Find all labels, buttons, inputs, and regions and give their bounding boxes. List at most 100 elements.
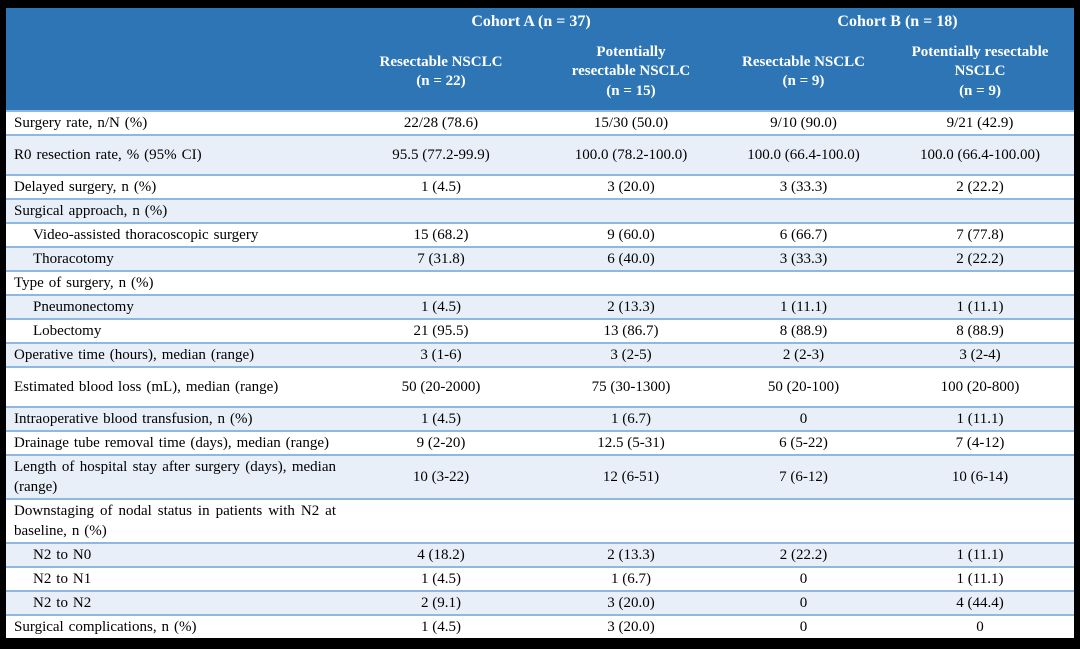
cell-value: [721, 198, 886, 223]
row-label: R0 resection rate, % (95% CI): [6, 134, 341, 175]
cell-value: 2 (9.1): [341, 590, 541, 615]
table-row: Pneumonectomy 1 (4.5) 2 (13.3) 1 (11.1) 1 (1…: [6, 294, 1075, 319]
row-label: Surgery rate, n/N (%): [6, 110, 341, 135]
cell-value: 7 (4-12): [886, 430, 1075, 455]
cell-value: [541, 270, 721, 295]
cell-value: 4 (44.4): [886, 590, 1075, 615]
cell-value: 1 (11.1): [721, 294, 886, 319]
cell-value: [341, 498, 541, 543]
cell-value: 0: [886, 614, 1075, 638]
cell-value: 0: [721, 406, 886, 431]
table-row: Lobectomy 21 (95.5) 13 (86.7) 8 (88.9) 8 (88…: [6, 318, 1075, 343]
cell-value: 3 (2-5): [541, 342, 721, 367]
table-body: Surgery rate, n/N (%) 22/28 (78.6) 15/30 (…: [6, 110, 1075, 638]
table-row: Length of hospital stay after surgery (d…: [6, 454, 1075, 499]
subcolumn-resectable-a: Resectable NSCLC (n = 22): [341, 34, 541, 111]
section-row-label: Downstaging of nodal status in patients …: [6, 498, 341, 543]
row-label: N2 to N0: [6, 542, 341, 567]
table-row: Video-assisted thoracoscopic surgery 15 (…: [6, 222, 1075, 247]
cell-value: 100 (20-800): [886, 366, 1075, 407]
row-label: Drainage tube removal time (days), media…: [6, 430, 341, 455]
row-label: Lobectomy: [6, 318, 341, 343]
cell-value: [886, 498, 1075, 543]
cell-value: 4 (18.2): [341, 542, 541, 567]
subcolumn-header-row: Resectable NSCLC (n = 22) Potentially re…: [6, 34, 1075, 111]
cell-value: 1 (4.5): [341, 614, 541, 638]
cohort-b-header: Cohort B (n = 18): [721, 8, 1075, 34]
cell-value: 9 (60.0): [541, 222, 721, 247]
cell-value: 3 (20.0): [541, 590, 721, 615]
section-row: Downstaging of nodal status in patients …: [6, 498, 1075, 543]
cell-value: 9/21 (42.9): [886, 110, 1075, 135]
table-row: N2 to N2 2 (9.1) 3 (20.0) 0 4 (44.4): [6, 590, 1075, 615]
cell-value: 10 (6-14): [886, 454, 1075, 499]
row-label: N2 to N2: [6, 590, 341, 615]
row-label: Intraoperative blood transfusion, n (%): [6, 406, 341, 431]
cell-value: [721, 270, 886, 295]
section-row: Type of surgery, n (%): [6, 270, 1075, 295]
cell-value: 1 (11.1): [886, 566, 1075, 591]
row-label: Delayed surgery, n (%): [6, 174, 341, 199]
cell-value: [541, 498, 721, 543]
cell-value: 2 (2-3): [721, 342, 886, 367]
cell-value: 2 (22.2): [721, 542, 886, 567]
table-row: R0 resection rate, % (95% CI) 95.5 (77.2-…: [6, 134, 1075, 175]
cell-value: [341, 270, 541, 295]
cell-value: 1 (4.5): [341, 406, 541, 431]
cohort-a-header: Cohort A (n = 37): [341, 8, 721, 34]
cell-value: 12 (6-51): [541, 454, 721, 499]
cell-value: [721, 498, 886, 543]
subcolumn-potentially-resectable-a: Potentially resectable NSCLC (n = 15): [541, 34, 721, 111]
table-row: Intraoperative blood transfusion, n (%) 1…: [6, 406, 1075, 431]
cell-value: 13 (86.7): [541, 318, 721, 343]
row-label: Thoracotomy: [6, 246, 341, 271]
cell-value: 15 (68.2): [341, 222, 541, 247]
cell-value: 15/30 (50.0): [541, 110, 721, 135]
section-row-label: Surgical approach, n (%): [6, 198, 341, 223]
table-row: N2 to N1 1 (4.5) 1 (6.7) 0 1 (11.1): [6, 566, 1075, 591]
cohort-header-row: Cohort A (n = 37) Cohort B (n = 18): [6, 8, 1075, 34]
cell-value: 2 (13.3): [541, 542, 721, 567]
subcolumn-potentially-resectable-b: Potentially resectable NSCLC (n = 9): [886, 34, 1075, 111]
cell-value: 100.0 (78.2-100.0): [541, 134, 721, 175]
cell-value: 1 (6.7): [541, 406, 721, 431]
cell-value: 8 (88.9): [886, 318, 1075, 343]
cell-value: [341, 198, 541, 223]
cell-value: 0: [721, 614, 886, 638]
cell-value: 6 (66.7): [721, 222, 886, 247]
table-row: Surgical complications, n (%) 1 (4.5) 3 (2…: [6, 614, 1075, 638]
table-row: Delayed surgery, n (%) 1 (4.5) 3 (20.0) 3 (…: [6, 174, 1075, 199]
row-label: N2 to N1: [6, 566, 341, 591]
cell-value: 3 (33.3): [721, 246, 886, 271]
row-label: Video-assisted thoracoscopic surgery: [6, 222, 341, 247]
cell-value: 7 (31.8): [341, 246, 541, 271]
cell-value: 2 (22.2): [886, 246, 1075, 271]
cell-value: [886, 198, 1075, 223]
cell-value: 7 (77.8): [886, 222, 1075, 247]
cell-value: 9 (2-20): [341, 430, 541, 455]
cell-value: 3 (1-6): [341, 342, 541, 367]
cell-value: 50 (20-2000): [341, 366, 541, 407]
row-label: Pneumonectomy: [6, 294, 341, 319]
cell-value: [541, 198, 721, 223]
cell-value: 22/28 (78.6): [341, 110, 541, 135]
cell-value: 1 (6.7): [541, 566, 721, 591]
cell-value: 10 (3-22): [341, 454, 541, 499]
cell-value: 9/10 (90.0): [721, 110, 886, 135]
header-spacer: [6, 34, 341, 111]
cell-value: 1 (11.1): [886, 542, 1075, 567]
table-row: Surgery rate, n/N (%) 22/28 (78.6) 15/30 (…: [6, 110, 1075, 135]
table-row: Operative time (hours), median (range) 3 …: [6, 342, 1075, 367]
row-label: Operative time (hours), median (range): [6, 342, 341, 367]
cell-value: 95.5 (77.2-99.9): [341, 134, 541, 175]
results-table: Cohort A (n = 37) Cohort B (n = 18) Rese…: [6, 8, 1075, 638]
cell-value: 100.0 (66.4-100.0): [721, 134, 886, 175]
cell-value: 3 (20.0): [541, 174, 721, 199]
cell-value: 3 (33.3): [721, 174, 886, 199]
cell-value: 12.5 (5-31): [541, 430, 721, 455]
row-label: Length of hospital stay after surgery (d…: [6, 454, 341, 499]
subcolumn-resectable-b: Resectable NSCLC (n = 9): [721, 34, 886, 111]
cell-value: 2 (22.2): [886, 174, 1075, 199]
cell-value: 6 (40.0): [541, 246, 721, 271]
